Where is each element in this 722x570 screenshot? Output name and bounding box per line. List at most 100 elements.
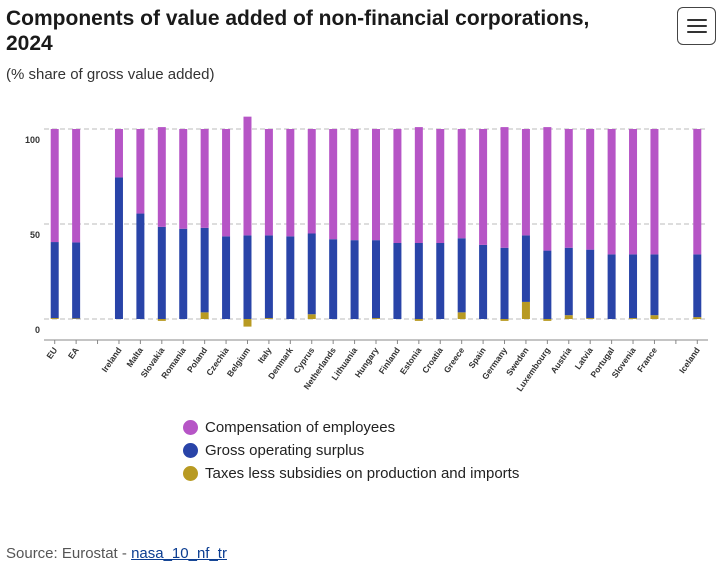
bar-segment-taxes — [564, 315, 573, 319]
hamburger-menu-icon — [686, 19, 707, 21]
bar-segment-compensation — [521, 129, 530, 236]
source-prefix: Source: Eurostat - — [6, 545, 132, 562]
y-tick-label: 50 — [30, 230, 40, 240]
bar-segment-gos — [179, 228, 188, 319]
bar-segment-compensation — [243, 116, 252, 236]
bar-segment-gos — [72, 242, 81, 319]
bar-segment-gos — [650, 254, 659, 316]
bar-segment-gos — [222, 236, 231, 319]
bar-segment-compensation — [286, 129, 295, 237]
bar-segment-gos — [393, 243, 402, 319]
bar-segment-taxes — [50, 318, 59, 319]
y-tick-label: 100 — [25, 135, 40, 145]
bar-segment-gos — [157, 226, 166, 319]
bar-segment-gos — [543, 250, 552, 319]
bar-segment-gos — [629, 254, 638, 319]
bar-segment-taxes — [200, 312, 209, 319]
bar-segment-taxes — [543, 319, 552, 321]
bar-segment-taxes — [521, 301, 530, 319]
bar-segment-gos — [586, 249, 595, 319]
bar-segment-gos — [607, 254, 616, 319]
bar-segment-taxes — [414, 319, 423, 321]
x-tick-label: Croatia — [420, 345, 445, 375]
bar-segment-compensation — [307, 129, 316, 234]
bar-segment-gos — [50, 242, 59, 319]
x-tick-label: Italy — [256, 345, 274, 365]
bar-segment-compensation — [114, 129, 123, 178]
bar-segment-gos — [564, 247, 573, 316]
hamburger-menu-icon-line — [686, 25, 707, 27]
bar-segment-gos — [436, 243, 445, 319]
bar-segment-gos — [307, 233, 316, 315]
bar-segment-compensation — [329, 129, 338, 240]
bar-segment-compensation — [500, 127, 509, 248]
bar-segment-gos — [372, 240, 380, 319]
legend-label: Taxes less subsidies on production and i… — [205, 465, 520, 482]
bar-segment-taxes — [307, 314, 316, 319]
bar-segment-compensation — [693, 129, 702, 255]
legend-item-taxes[interactable]: Taxes less subsidies on production and i… — [183, 462, 519, 485]
hamburger-menu-icon-line — [686, 31, 707, 33]
bar-segment-compensation — [414, 127, 423, 243]
bar-segment-gos — [479, 244, 488, 319]
x-tick-label: Austria — [548, 345, 573, 375]
chart-legend: Compensation of employees Gross operatin… — [183, 416, 519, 485]
y-tick-label: 0 — [35, 325, 40, 335]
bar-segment-compensation — [372, 129, 380, 241]
bar-segment-taxes — [157, 319, 166, 321]
bar-segment-compensation — [436, 129, 445, 243]
bar-segment-compensation — [72, 129, 81, 243]
bar-segment-compensation — [50, 129, 59, 243]
x-tick-label: Greece — [442, 345, 467, 375]
bar-segment-compensation — [136, 129, 145, 214]
bar-segment-compensation — [350, 129, 359, 241]
bar-segment-compensation — [179, 129, 188, 229]
bar-segment-gos — [693, 254, 702, 318]
bar-segment-compensation — [222, 129, 231, 237]
legend-item-compensation[interactable]: Compensation of employees — [183, 416, 519, 439]
bar-segment-gos — [521, 235, 530, 302]
bar-segment-compensation — [393, 129, 402, 243]
bar-segment-compensation — [479, 129, 488, 245]
bar-segment-compensation — [457, 129, 466, 239]
bar-segment-compensation — [157, 127, 166, 227]
bar-segment-gos — [136, 213, 145, 319]
x-tick-label: EA — [66, 345, 81, 360]
x-tick-label: Spain — [466, 345, 487, 370]
bar-segment-taxes — [264, 318, 273, 319]
bar-segment-taxes — [586, 318, 595, 319]
bar-segment-gos — [114, 177, 123, 319]
bar-segment-gos — [350, 240, 359, 319]
chart-menu-button[interactable] — [677, 7, 716, 45]
bar-segment-taxes — [693, 317, 702, 319]
bar-segment-compensation — [650, 129, 659, 255]
source-link[interactable]: nasa_10_nf_tr — [131, 545, 227, 562]
bar-segment-gos — [264, 235, 273, 319]
bar-segment-taxes — [243, 319, 252, 327]
bar-segment-taxes — [629, 318, 638, 319]
legend-item-gos[interactable]: Gross operating surplus — [183, 439, 519, 462]
x-tick-label: France — [635, 345, 659, 374]
bar-segment-gos — [414, 243, 423, 319]
bar-segment-compensation — [543, 127, 552, 251]
x-tick-label: Estonia — [398, 345, 424, 376]
bar-segment-taxes — [650, 315, 659, 319]
legend-label: Compensation of employees — [205, 419, 396, 436]
bar-segment-compensation — [264, 129, 273, 236]
legend-swatch-gos — [183, 443, 198, 458]
x-tick-label: Malta — [124, 345, 145, 369]
bar-segment-compensation — [629, 129, 638, 255]
chart-title: Components of value added of non-financi… — [6, 7, 590, 55]
bar-segment-compensation — [586, 129, 595, 250]
bar-segment-gos — [329, 239, 338, 319]
legend-swatch-compensation — [183, 420, 198, 435]
x-tick-label: EU — [44, 345, 59, 360]
x-tick-label: Iceland — [677, 345, 702, 375]
bar-segment-compensation — [564, 129, 573, 248]
bar-segment-compensation — [607, 129, 616, 255]
bar-segment-taxes — [372, 318, 380, 319]
legend-swatch-taxes — [183, 466, 198, 481]
bar-segment-compensation — [200, 129, 209, 228]
source-note: Source: Eurostat - nasa_10_nf_tr — [6, 545, 227, 562]
